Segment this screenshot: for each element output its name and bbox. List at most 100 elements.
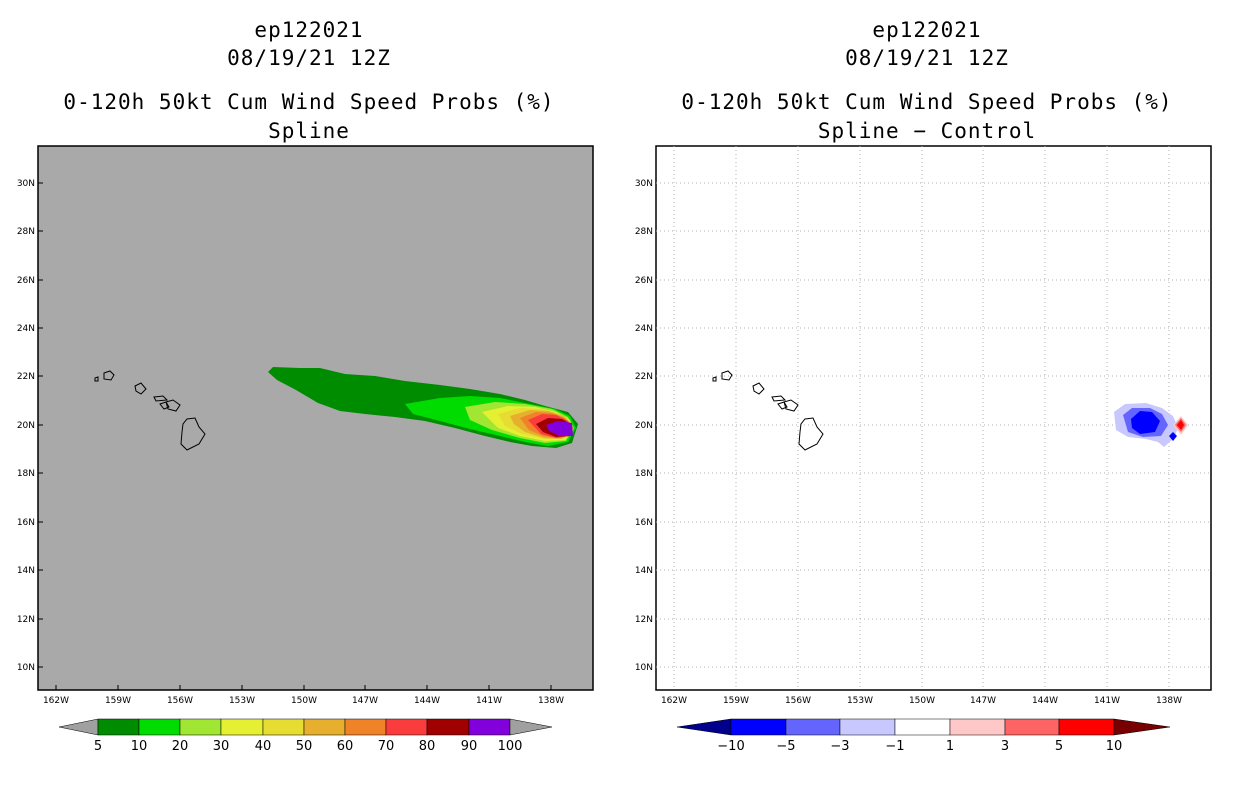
- colorbar-label: −3: [830, 739, 849, 754]
- colorbar-bin: [220, 718, 264, 736]
- colorbar-bin: [262, 718, 305, 736]
- colorbar-bin: [785, 718, 841, 736]
- lat-label: 22N: [635, 372, 653, 382]
- left-lat-labels: 30N 28N 26N 24N 22N 20N 18N 16N 14N 12N …: [17, 179, 35, 673]
- lon-label: 153W: [847, 696, 873, 706]
- lat-label: 28N: [635, 227, 653, 237]
- colorbar-label: 20: [172, 739, 189, 754]
- lon-label: 138W: [538, 696, 564, 706]
- lat-label: 18N: [17, 469, 35, 479]
- lat-label: 12N: [17, 615, 35, 625]
- left-subtitle: Spline: [268, 119, 350, 143]
- colorbar-bin: [839, 718, 896, 736]
- lat-label: 20N: [635, 421, 653, 431]
- lat-label: 26N: [635, 276, 653, 286]
- colorbar-label: 1: [946, 739, 954, 754]
- colorbar-bin: [949, 718, 1006, 736]
- colorbar-label: 30: [213, 739, 230, 754]
- left-hawaii-islands: [94, 370, 206, 451]
- lat-label: 22N: [17, 372, 35, 382]
- lat-label: 16N: [17, 518, 35, 528]
- contour-neg-5-small: [1169, 432, 1177, 441]
- lon-label: 138W: [1156, 696, 1182, 706]
- lat-label: 14N: [635, 566, 653, 576]
- right-colorbar: −10 −5 −3 −1 1 3 5 10: [676, 718, 1171, 754]
- right-lat-labels: 30N 28N 26N 24N 22N 20N 18N 16N 14N 12N …: [635, 179, 653, 673]
- right-hawaii-islands: [712, 370, 824, 451]
- colorbar-bin: [138, 718, 181, 736]
- colorbar-bin: [303, 718, 346, 736]
- colorbar-bin: [1058, 718, 1115, 736]
- left-title-storm: ep122021: [254, 18, 364, 42]
- colorbar-bin: [730, 718, 787, 736]
- left-lon-ticks: [55, 685, 552, 690]
- colorbar-bin: [468, 718, 511, 736]
- lon-label: 162W: [43, 696, 69, 706]
- right-title-storm: ep122021: [872, 18, 982, 42]
- lat-label: 24N: [635, 324, 653, 334]
- left-title-product: 0-120h 50kt Cum Wind Speed Probs (%): [63, 90, 555, 114]
- colorbar-bin: [344, 718, 387, 736]
- lat-label: 28N: [17, 227, 35, 237]
- lat-label: 18N: [635, 469, 653, 479]
- colorbar-label: 60: [337, 739, 354, 754]
- right-subtitle: Spline − Control: [817, 119, 1037, 143]
- contour-90: [546, 421, 573, 436]
- lat-label: 10N: [635, 663, 653, 673]
- lat-label: 30N: [17, 179, 35, 189]
- colorbar-label: 40: [255, 739, 272, 754]
- lon-label: 144W: [414, 696, 440, 706]
- lat-label: 14N: [17, 566, 35, 576]
- lon-label: 141W: [476, 696, 502, 706]
- colorbar-label: 3: [1001, 739, 1009, 754]
- lat-label: 26N: [17, 276, 35, 286]
- lat-label: 16N: [635, 518, 653, 528]
- lat-label: 10N: [17, 663, 35, 673]
- colorbar-extend-low: [58, 718, 99, 736]
- left-lat-ticks: [38, 182, 43, 668]
- colorbar-label: 50: [296, 739, 313, 754]
- lon-label: 156W: [167, 696, 193, 706]
- lon-label: 150W: [909, 696, 935, 706]
- colorbar-extend-low: [676, 718, 732, 736]
- colorbar-label: 10: [131, 739, 148, 754]
- contour-pos-5: [1177, 420, 1184, 430]
- colorbar-label: 70: [378, 739, 395, 754]
- lon-label: 150W: [291, 696, 317, 706]
- colorbar-bin: [426, 718, 470, 736]
- colorbar-label: 5: [1055, 739, 1063, 754]
- colorbar-label: 100: [498, 739, 523, 754]
- right-title-date: 08/19/21 12Z: [845, 46, 1009, 70]
- lat-label: 20N: [17, 421, 35, 431]
- colorbar-label: 90: [461, 739, 478, 754]
- lon-label: 162W: [661, 696, 687, 706]
- colorbar-label: −1: [885, 739, 904, 754]
- colorbar-extend-high: [1113, 718, 1171, 736]
- left-title-date: 08/19/21 12Z: [227, 46, 391, 70]
- right-panel: ep122021 08/19/21 12Z 0-120h 50kt Cum Wi…: [618, 0, 1236, 800]
- colorbar-extend-high: [509, 718, 553, 736]
- left-probability-contours: [268, 367, 578, 448]
- lon-label: 159W: [105, 696, 131, 706]
- lon-label: 153W: [229, 696, 255, 706]
- colorbar-bin: [1004, 718, 1060, 736]
- lon-label: 147W: [970, 696, 996, 706]
- colorbar-bin: [385, 718, 428, 736]
- colorbar-bin: [97, 718, 140, 736]
- colorbar-label: 10: [1106, 739, 1123, 754]
- left-map: 30N 28N 26N 24N 22N 20N 18N 16N 14N 12N …: [17, 145, 594, 754]
- colorbar-label: −5: [776, 739, 795, 754]
- lon-label: 144W: [1032, 696, 1058, 706]
- lon-label: 147W: [352, 696, 378, 706]
- lon-label: 159W: [723, 696, 749, 706]
- right-map: 30N 28N 26N 24N 22N 20N 18N 16N 14N 12N …: [635, 145, 1212, 754]
- contour-neg-5: [1131, 411, 1160, 434]
- lat-label: 30N: [635, 179, 653, 189]
- right-lon-labels: 162W 159W 156W 153W 150W 147W 144W 141W …: [661, 696, 1182, 706]
- colorbar-label: −10: [717, 739, 744, 754]
- colorbar-label: 80: [419, 739, 436, 754]
- lat-label: 12N: [635, 615, 653, 625]
- right-difference-contours: [1114, 403, 1188, 447]
- lon-label: 141W: [1094, 696, 1120, 706]
- colorbar-bin: [894, 718, 951, 736]
